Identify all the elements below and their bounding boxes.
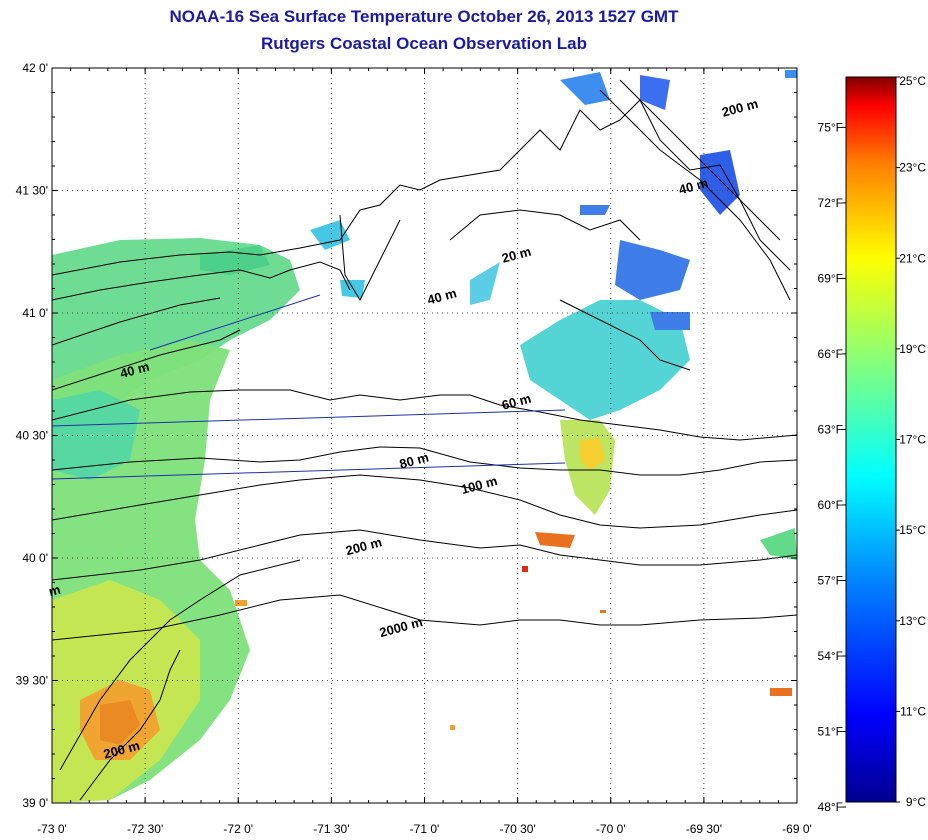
- colorbar-labels: 25°C 23°C 21°C 19°C 17°C 15°C 13°C 11°C 9°C 75°F 7…: [818, 74, 927, 814]
- colorbar-fahrenheit-label: 66°F: [818, 347, 843, 361]
- lon-tick-label: -72 0': [223, 822, 253, 836]
- isobath-label: 40 m: [677, 175, 710, 197]
- colorbar-fahrenheit-label: 54°F: [818, 649, 843, 663]
- colorbar-fahrenheit-label: 72°F: [818, 196, 843, 210]
- colorbar-celsius-label: 9°C: [906, 795, 926, 809]
- colorbar-celsius-label: 13°C: [899, 614, 926, 628]
- lon-tick-label: -71 0': [410, 822, 440, 836]
- isobath-label: 80 m: [398, 449, 431, 471]
- lon-tick-label: -71 30': [313, 822, 349, 836]
- colorbar-fahrenheit-label: 48°F: [818, 800, 843, 814]
- temperature-colorbar: [845, 76, 897, 803]
- isobath-label: 40 m: [426, 285, 459, 307]
- colorbar-fahrenheit-label: 57°F: [818, 573, 843, 587]
- isobath-label: m: [47, 582, 62, 599]
- lat-tick-label: 42 0': [22, 61, 48, 75]
- latitude-labels: 42 0' 41 30' 41 0' 40 30' 40 0' 39 30' 39 0': [16, 61, 48, 810]
- isobath-label: 200 m: [344, 534, 384, 558]
- isobath-label: 2000 m: [378, 614, 424, 640]
- colorbar-celsius-label: 11°C: [900, 704, 926, 718]
- graticule: [52, 68, 797, 803]
- lat-tick-label: 39 30': [16, 674, 48, 688]
- lat-tick-label: 40 30': [16, 429, 48, 443]
- lon-tick-label: -69 0': [782, 822, 812, 836]
- colorbar-fahrenheit-label: 63°F: [818, 422, 843, 436]
- colorbar-celsius-label: 15°C: [899, 523, 926, 537]
- colorbar-fahrenheit-label: 51°F: [818, 725, 843, 739]
- colorbar-celsius-label: 17°C: [899, 433, 926, 447]
- colorbar-celsius-label: 25°C: [899, 74, 926, 88]
- isobath-label: 40 m: [118, 359, 151, 381]
- isobath-label: 20 m: [500, 244, 533, 266]
- longitude-labels: -73 0' -72 30' -72 0' -71 30' -71 0' -70 30' -…: [37, 822, 812, 836]
- lat-tick-label: 39 0': [22, 796, 48, 810]
- map-linework: [52, 79, 797, 801]
- colorbar-celsius-label: 21°C: [899, 251, 926, 265]
- colorbar-celsius-label: 23°C: [899, 161, 926, 175]
- map-subtitle: Rutgers Coastal Ocean Observation Lab: [261, 34, 587, 53]
- colorbar-fahrenheit-label: 69°F: [818, 271, 843, 285]
- lat-tick-label: 40 0': [22, 551, 48, 565]
- lon-tick-label: -72 30': [127, 822, 163, 836]
- frame-tick-marks: [51, 67, 798, 804]
- lon-tick-label: -73 0': [37, 822, 67, 836]
- isobath-label: 60 m: [500, 391, 533, 413]
- colorbar-fahrenheit-label: 75°F: [818, 120, 843, 134]
- lon-tick-label: -69 30': [686, 822, 722, 836]
- lon-tick-label: -70 30': [499, 822, 535, 836]
- lon-tick-label: -70 0': [596, 822, 626, 836]
- lat-tick-label: 41 30': [16, 184, 48, 198]
- colorbar-celsius-label: 19°C: [899, 342, 926, 356]
- colorbar-fahrenheit-label: 60°F: [818, 498, 843, 512]
- map-title: NOAA-16 Sea Surface Temperature October …: [169, 7, 679, 26]
- satellite-track-lines: [51, 294, 566, 480]
- isobath-label: 200 m: [720, 96, 760, 120]
- lat-tick-label: 41 0': [22, 306, 48, 320]
